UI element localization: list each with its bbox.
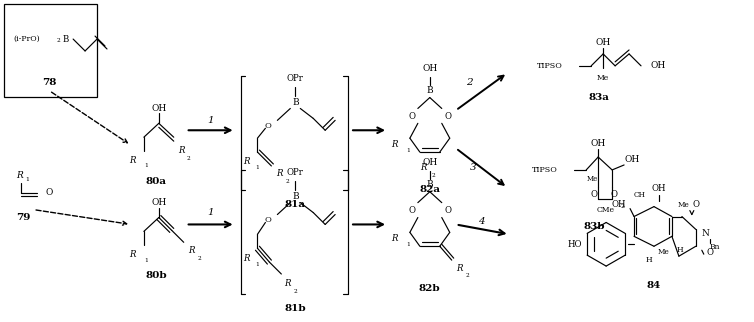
Text: 2: 2 [187,156,191,161]
Text: OPr: OPr [287,168,304,177]
Text: O: O [692,200,699,209]
Text: TIPSO: TIPSO [532,166,558,174]
Text: Bn: Bn [710,243,720,251]
Text: O: O [265,216,271,224]
Text: CMe: CMe [596,205,615,213]
Text: B: B [292,192,299,201]
Text: 1: 1 [207,116,214,125]
Text: O: O [444,206,451,215]
Text: N: N [702,229,710,238]
Text: 2: 2 [466,273,470,279]
Text: Me: Me [597,74,609,82]
Text: R: R [243,157,250,166]
Text: 1: 1 [256,166,259,170]
Text: B: B [427,86,433,95]
Text: O: O [444,112,451,121]
Text: 80a: 80a [146,177,167,186]
Text: R: R [179,146,185,155]
Text: O: O [706,248,713,257]
Text: O: O [265,122,271,130]
Text: OPr: OPr [287,74,304,83]
Text: 83a: 83a [589,93,610,102]
Text: O: O [409,206,415,215]
Text: 1: 1 [256,261,259,267]
Text: 1: 1 [144,258,148,263]
Text: 1: 1 [406,147,410,153]
Text: CH: CH [634,191,646,199]
Text: 78: 78 [42,78,57,87]
Text: R: R [188,246,195,255]
Text: R: R [130,156,136,165]
Bar [5,5,97,97]
Text: OH: OH [651,61,667,70]
Text: 82a: 82a [419,185,440,194]
Text: HO: HO [568,240,582,249]
Text: 2: 2 [57,38,60,43]
Text: H: H [645,256,652,264]
Text: R: R [421,164,427,173]
Text: 2: 2 [432,173,436,178]
Text: 3: 3 [470,164,477,173]
Text: OH: OH [422,64,437,73]
Text: O: O [590,190,598,199]
Text: 2: 2 [621,204,625,209]
Text: 1: 1 [26,177,29,182]
Text: 80b: 80b [145,271,167,280]
Text: 82b: 82b [419,284,440,293]
Text: 2: 2 [286,179,290,184]
Text: R: R [130,250,136,259]
Text: Me: Me [587,175,598,183]
Text: 2: 2 [198,256,201,260]
Text: 2: 2 [466,78,473,87]
Text: 84: 84 [647,281,661,290]
Text: R: R [276,169,283,178]
Text: O: O [409,112,415,121]
Text: 1: 1 [207,208,214,217]
Text: OH: OH [611,200,626,209]
Text: OH: OH [152,198,167,207]
Text: O: O [45,188,53,197]
Text: B: B [62,34,69,43]
Text: OH: OH [590,139,605,148]
Text: Me: Me [678,201,690,209]
Text: R: R [16,171,23,180]
Text: OH: OH [624,155,639,164]
Text: (i-PrO): (i-PrO) [14,35,40,43]
Text: 1: 1 [406,242,410,247]
Text: OH: OH [651,184,667,193]
Text: Me: Me [658,248,670,256]
Text: 79: 79 [16,213,30,222]
Text: 4: 4 [478,217,485,226]
Text: R: R [456,264,463,272]
Text: OH: OH [152,104,167,113]
Text: 2: 2 [293,289,297,294]
Text: B: B [292,98,299,107]
Text: O: O [611,190,618,199]
Text: R: R [391,234,398,243]
Text: TIPSO: TIPSO [538,62,563,70]
Text: R: R [391,140,398,149]
Text: OH: OH [422,158,437,167]
Text: R: R [284,279,290,289]
Text: 81a: 81a [285,200,306,209]
Text: 1: 1 [144,164,148,168]
Text: OH: OH [596,38,611,47]
Text: 81b: 81b [284,304,306,313]
Text: R: R [243,254,250,263]
Text: 83b: 83b [584,222,605,231]
Text: B: B [427,180,433,189]
Text: H: H [676,246,683,254]
